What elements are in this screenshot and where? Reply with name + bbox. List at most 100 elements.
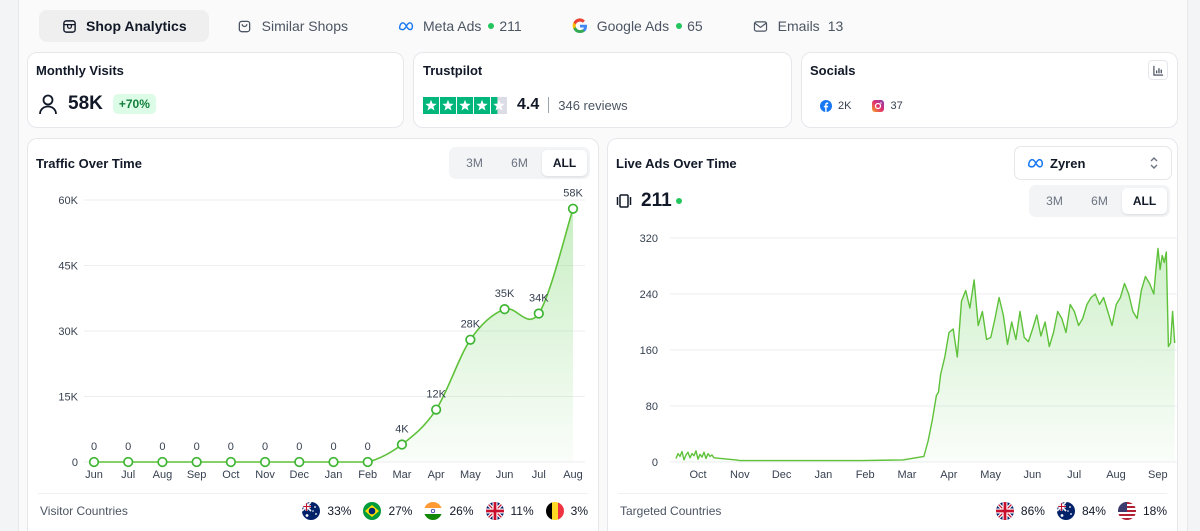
x-tick-label: Aug [153,469,173,481]
tab-count: 13 [827,18,844,34]
tab-google-ads[interactable]: Google Ads 65 [550,10,725,42]
rating-value: 4.4 [517,96,540,113]
facebook-count: 2K [838,100,852,112]
instagram-count: 37 [890,100,903,112]
meta-icon [1027,157,1044,169]
data-point[interactable] [328,456,339,468]
x-tick-label: Feb [358,469,377,481]
country-percent: 27% [388,503,413,518]
review-count: 346 reviews [558,97,628,113]
tab-similar-shops[interactable]: Similar Shops [215,10,370,42]
data-label: 0 [125,441,131,453]
range-all[interactable]: ALL [542,150,587,176]
data-point[interactable] [259,456,271,468]
tab-count: 65 [687,18,703,34]
data-point[interactable] [396,439,408,450]
country-percent: 86% [1020,503,1045,518]
live-ads-area [676,248,1175,462]
status-dot [676,23,683,29]
x-tick-label: Jan [815,469,833,481]
data-point[interactable] [567,203,579,214]
data-label: 35K [495,288,515,300]
country-gb: 11% [485,501,534,520]
data-point[interactable] [123,456,134,468]
data-point[interactable] [294,456,305,468]
data-label: 0 [296,441,302,453]
x-tick-label: Dec [290,469,310,481]
x-tick-label: Feb [856,469,875,481]
tab-shop-analytics[interactable]: Shop Analytics [39,10,209,42]
data-point[interactable] [533,308,544,319]
y-tick-label: 30K [58,326,78,338]
data-point[interactable] [157,456,168,468]
x-tick-label: Jul [121,469,135,481]
country-percent: 3% [570,503,588,518]
bar-chart-icon [1152,65,1164,76]
flag-us-icon [1117,501,1136,520]
google-icon [572,18,588,34]
range-3m[interactable]: 3M [1046,194,1063,208]
x-tick-label: Mar [392,469,411,481]
range-6m[interactable]: 6M [511,156,528,170]
star-icon [491,96,507,114]
country-percent: 33% [327,503,352,518]
range-6m[interactable]: 6M [1091,194,1108,208]
card-title: Trustpilot [423,63,483,78]
flag-br-icon [363,501,382,520]
x-tick-label: Sep [187,469,207,481]
card-title: Socials [810,63,856,78]
y-tick-label: 45K [58,261,78,273]
mail-icon [753,18,769,34]
socials-card: Socials 2K 37 [801,52,1178,128]
x-tick-label: Jul [532,469,546,481]
data-point[interactable] [88,456,100,468]
brand-selector[interactable]: Zyren [1014,146,1172,180]
tab-meta-ads[interactable]: Meta Ads 211 [376,10,544,42]
country-us: 18% [1117,501,1167,520]
flag-au-icon [302,501,321,520]
store-icon [61,18,77,34]
data-label: 4K [395,424,409,436]
tab-label: Emails [777,18,820,34]
country-br: 27% [363,501,413,520]
data-point[interactable] [499,304,510,315]
star-icon [457,96,473,114]
star-icon [423,96,439,114]
live-ads-line [675,247,1176,462]
data-point[interactable] [430,404,442,415]
flag-gb-icon [485,501,504,520]
star-icon [440,96,456,114]
range-3m[interactable]: 3M [466,156,483,170]
traffic-range-selector: 3M 6M ALL [449,147,590,179]
x-tick-label: Apr [428,469,445,481]
y-tick-label: 0 [652,457,658,469]
flag-in-icon [424,501,443,520]
data-point[interactable] [362,456,373,468]
data-point[interactable] [465,334,476,345]
analytics-panel: Shop Analytics Similar Shops Meta Ads 21… [18,0,1188,531]
tab-emails[interactable]: Emails 13 [731,10,866,42]
user-icon [38,93,58,115]
traffic-area [94,208,573,462]
y-tick-label: 0 [72,457,78,469]
star-rating [423,96,508,114]
instagram-icon[interactable] [872,100,885,112]
data-point[interactable] [225,456,237,468]
selected-brand: Zyren [1050,155,1086,171]
data-label: 58K [563,188,583,200]
country-in: 26% [424,501,474,520]
facebook-icon[interactable] [820,100,832,112]
data-point[interactable] [191,456,202,468]
chart-toggle-button[interactable] [1148,60,1168,80]
trustpilot-card: Trustpilot 4.4 346 reviews [413,52,792,128]
data-label: 0 [159,441,165,453]
x-tick-label: Oct [689,469,706,481]
range-all[interactable]: ALL [1122,188,1167,214]
bag-icon [237,18,253,34]
y-tick-label: 80 [646,401,658,413]
chevron-updown-icon [1149,156,1159,170]
x-tick-label: Apr [940,469,957,481]
card-title: Traffic Over Time [36,156,142,171]
country-percent: 11% [510,503,534,518]
tab-bar: Shop Analytics Similar Shops Meta Ads 21… [39,10,871,42]
